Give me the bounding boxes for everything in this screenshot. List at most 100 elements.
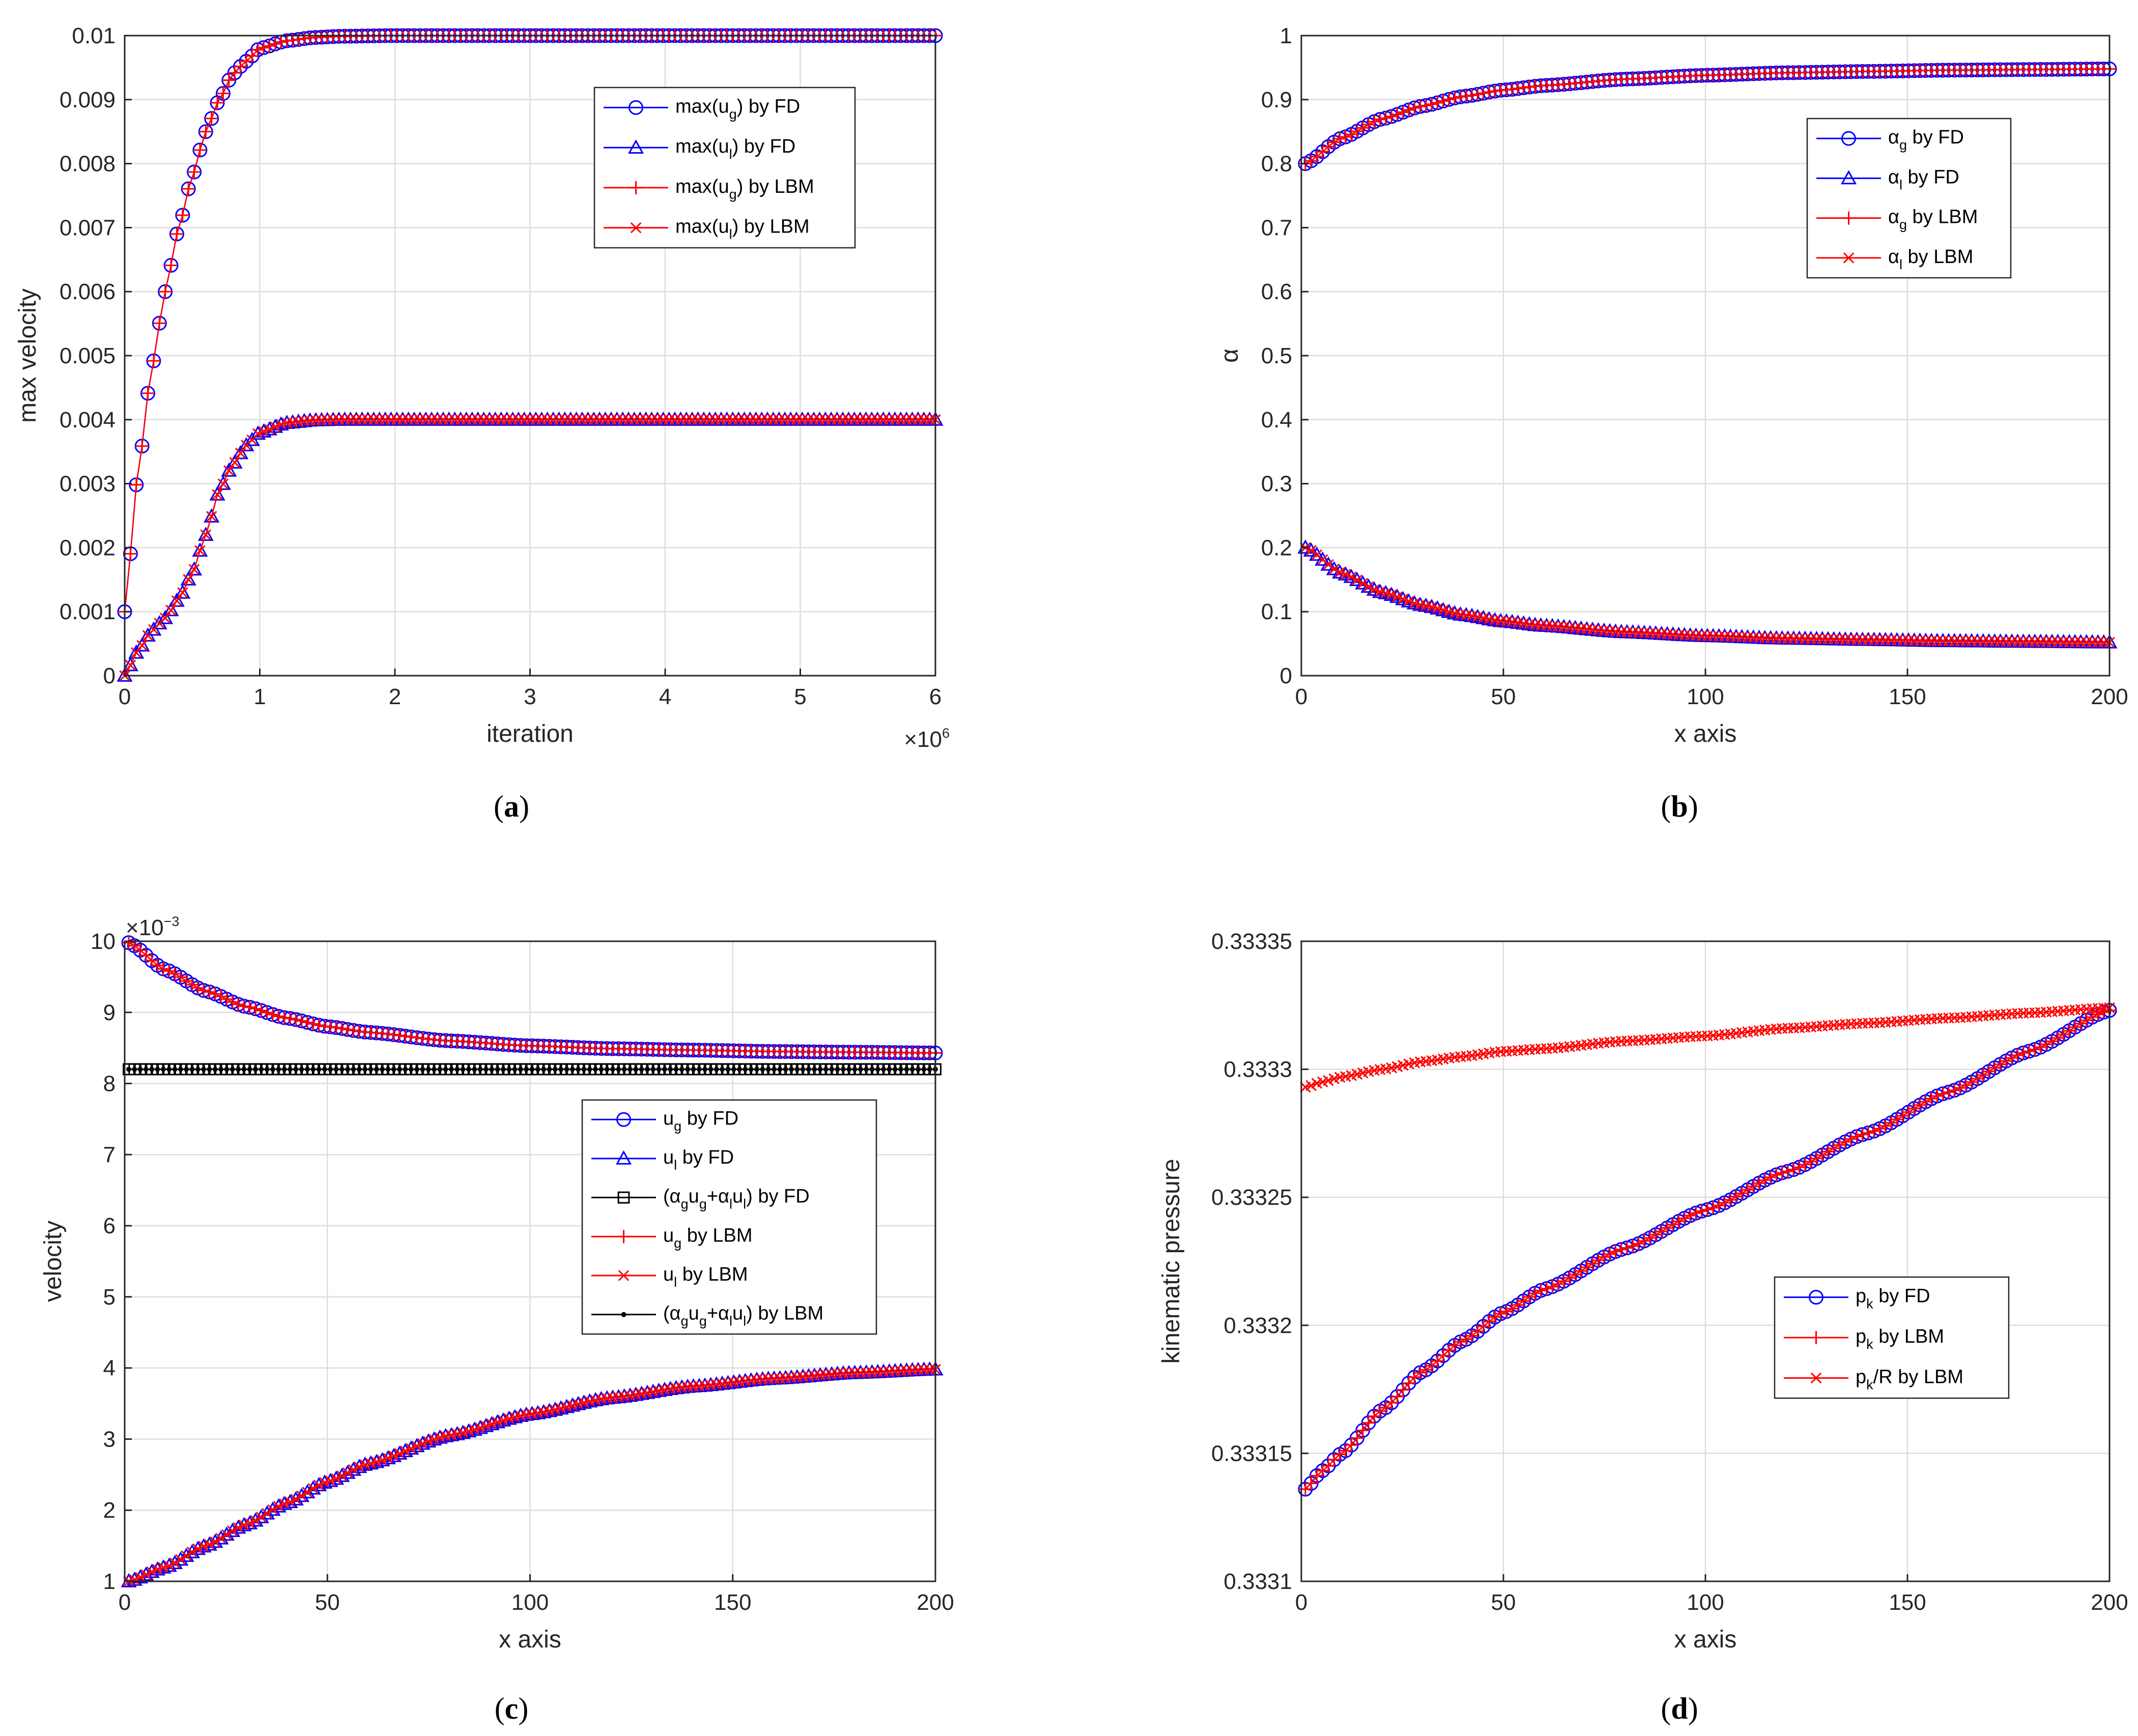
y-tick-label: 0.4 — [1261, 408, 1292, 432]
x-tick-label: 200 — [2091, 684, 2128, 709]
y-tick-label: 0.005 — [60, 343, 116, 368]
data-point — [887, 1066, 892, 1072]
data-point — [208, 987, 222, 1001]
data-point — [2079, 1014, 2093, 1027]
data-point — [1327, 1453, 1341, 1466]
data-point — [212, 489, 223, 500]
data-point — [662, 1066, 667, 1072]
data-point — [175, 584, 191, 599]
data-point — [1546, 1280, 1559, 1293]
data-point — [264, 1066, 270, 1072]
y-tick-label: 0.007 — [60, 215, 116, 240]
y-axis-label: kinematic pressure — [1158, 1159, 1185, 1364]
data-point — [1901, 1105, 1915, 1119]
data-point — [166, 1066, 172, 1072]
series-d-2 — [1300, 1002, 2115, 1093]
legend-marker — [630, 222, 642, 234]
y-axis-label: velocity — [40, 1221, 67, 1302]
data-point — [616, 1066, 621, 1072]
data-point — [765, 1066, 771, 1072]
data-point — [250, 1515, 261, 1526]
data-point — [268, 37, 282, 51]
data-point — [180, 571, 196, 586]
data-point — [1700, 1203, 1714, 1217]
y-tick-label: 1 — [1280, 23, 1292, 48]
data-point — [184, 1066, 189, 1072]
legend-marker — [621, 1312, 626, 1317]
data-point — [236, 1066, 241, 1072]
data-point — [130, 647, 142, 658]
data-point — [1402, 103, 1416, 117]
data-point — [892, 1066, 898, 1072]
data-point — [230, 1066, 235, 1072]
series-d-1 — [1298, 1003, 2116, 1496]
data-point — [181, 1550, 192, 1561]
data-point — [569, 1066, 575, 1072]
data-point — [2051, 1031, 2065, 1045]
x-tick-label: 100 — [1687, 684, 1724, 709]
data-point — [576, 1066, 581, 1072]
data-point — [137, 1066, 143, 1072]
legend-marker — [1842, 211, 1856, 225]
legend-marker — [618, 1270, 630, 1281]
y-tick-label: 0.8 — [1261, 152, 1292, 177]
data-point — [1815, 1148, 1829, 1162]
data-point — [1930, 1089, 1944, 1103]
data-point — [134, 637, 150, 652]
data-point — [224, 1066, 230, 1072]
legend-entry-label: (αgug+αlul) by FD — [663, 1186, 810, 1212]
y-tick-label: 2 — [103, 1498, 116, 1523]
legend-entry-label: αg by LBM — [1888, 207, 1978, 233]
data-point — [411, 1440, 422, 1452]
data-point — [1488, 84, 1502, 98]
data-point — [1614, 1242, 1628, 1256]
data-point — [175, 1554, 186, 1566]
data-point — [1735, 1187, 1749, 1200]
data-point — [1999, 1054, 2013, 1068]
data-point — [731, 1066, 736, 1072]
x-axis-label: x axis — [499, 1626, 561, 1653]
data-point — [1792, 1161, 1806, 1174]
data-point — [708, 1066, 714, 1072]
legend-entry-label: max(ug) by LBM — [675, 176, 814, 202]
data-point — [2074, 1017, 2088, 1030]
data-point — [1442, 93, 1456, 106]
data-point — [189, 1066, 195, 1072]
data-point — [243, 1000, 256, 1014]
x-tick-label: 5 — [794, 684, 806, 709]
legend-marker — [629, 100, 643, 115]
data-point — [1971, 1072, 1984, 1085]
x-tick-label: 150 — [714, 1590, 751, 1615]
data-point — [135, 439, 149, 453]
data-point — [2086, 1010, 2099, 1024]
data-point — [1476, 86, 1490, 100]
data-point — [1591, 1253, 1605, 1267]
data-point — [1706, 1201, 1720, 1214]
legend-marker — [1843, 252, 1855, 264]
data-point — [1632, 1237, 1645, 1251]
data-point — [187, 165, 201, 179]
data-point — [1351, 574, 1363, 586]
legend-marker — [615, 1150, 632, 1165]
data-point — [128, 644, 145, 659]
data-point — [171, 595, 183, 606]
data-point — [1770, 1168, 1783, 1182]
data-point — [264, 424, 275, 435]
data-point — [302, 1487, 313, 1498]
data-point — [1695, 1204, 1708, 1218]
data-point — [2057, 1028, 2070, 1041]
legend-entry-label: αl by FD — [1888, 166, 1959, 192]
legend-marker — [617, 1230, 631, 1243]
data-point — [149, 1066, 155, 1072]
data-point — [1821, 1145, 1835, 1159]
legend-entry-label: ug by FD — [663, 1108, 738, 1134]
data-point — [2011, 1048, 2025, 1062]
data-point — [1649, 1228, 1663, 1241]
data-point — [1483, 85, 1496, 99]
legend-entry-label: max(ul) by FD — [675, 136, 795, 162]
y-tick-label: 0.6 — [1261, 279, 1292, 304]
data-point — [1609, 1245, 1622, 1258]
data-point — [316, 1066, 322, 1072]
data-point — [170, 227, 184, 241]
data-point — [163, 602, 179, 617]
